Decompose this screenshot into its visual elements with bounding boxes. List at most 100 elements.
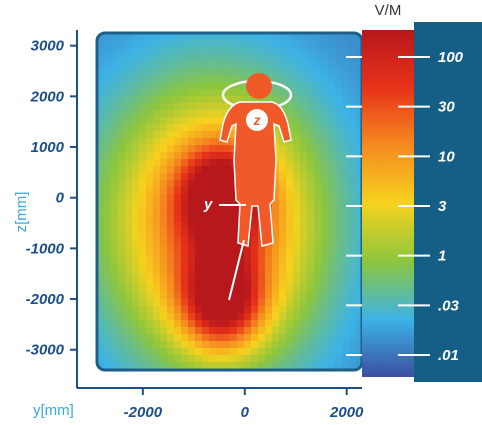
heatmap-cell (321, 166, 329, 174)
heatmap-cell (314, 96, 322, 104)
heatmap-cell (286, 341, 294, 349)
heatmap-cell (328, 82, 336, 90)
heatmap-cell (300, 250, 308, 258)
heatmap-cell (153, 166, 161, 174)
heatmap-cell (272, 33, 280, 41)
heatmap-cell (97, 215, 105, 223)
heatmap-cell (125, 306, 133, 314)
heatmap-cell (139, 159, 147, 167)
heatmap-cell (293, 327, 301, 335)
heatmap-cell (328, 215, 336, 223)
heatmap-cell (286, 250, 294, 258)
heatmap-cell (153, 110, 161, 118)
heatmap-cell (132, 320, 140, 328)
heatmap-cell (321, 110, 329, 118)
heatmap-cell (209, 229, 217, 237)
heatmap-cell (111, 264, 119, 272)
heatmap-cell (223, 33, 231, 41)
heatmap-cell (272, 180, 280, 188)
heatmap-cell (342, 208, 350, 216)
heatmap-cell (146, 306, 154, 314)
heatmap-cell (230, 215, 238, 223)
heatmap-cell (286, 47, 294, 55)
heatmap-cell (146, 173, 154, 181)
heatmap-cell (195, 313, 203, 321)
heatmap-cell (195, 285, 203, 293)
heatmap-cell (167, 89, 175, 97)
heatmap-cell (216, 47, 224, 55)
heatmap-cell (293, 334, 301, 342)
heatmap-cell (342, 166, 350, 174)
heatmap-cell (321, 89, 329, 97)
heatmap-cell (293, 250, 301, 258)
heatmap-cell (216, 110, 224, 118)
heatmap-cell (202, 341, 210, 349)
heatmap-cell (132, 348, 140, 356)
heatmap-cell (342, 124, 350, 132)
heatmap-cell (97, 131, 105, 139)
heatmap-cell (349, 215, 357, 223)
heatmap-cell (167, 355, 175, 363)
heatmap-cell (97, 327, 105, 335)
heatmap-cell (118, 292, 126, 300)
heatmap-cell (153, 285, 161, 293)
heatmap-cell (300, 362, 308, 370)
heatmap-cell (125, 96, 133, 104)
heatmap-cell (321, 292, 329, 300)
heatmap-cell (279, 292, 287, 300)
heatmap-cell (202, 54, 210, 62)
heatmap-cell (230, 271, 238, 279)
heatmap-cell (342, 180, 350, 188)
heatmap-cell (209, 355, 217, 363)
heatmap-cell (111, 103, 119, 111)
heatmap-cell (230, 131, 238, 139)
heatmap-cell (342, 271, 350, 279)
heatmap-cell (258, 96, 266, 104)
heatmap-cell (104, 362, 112, 370)
heatmap-cell (286, 215, 294, 223)
heatmap-cell (195, 75, 203, 83)
heatmap-cell (328, 54, 336, 62)
heatmap-cell (356, 222, 362, 230)
heatmap-cell (181, 124, 189, 132)
heatmap-cell (153, 40, 161, 48)
heatmap-cell (286, 33, 294, 41)
heatmap-cell (195, 341, 203, 349)
heatmap-cell (167, 264, 175, 272)
heatmap-cell (300, 75, 308, 83)
heatmap-cell (342, 33, 350, 41)
heatmap-cell (265, 362, 273, 370)
heatmap-cell (244, 327, 252, 335)
heatmap-cell (223, 362, 231, 370)
heatmap-cell (286, 194, 294, 202)
heatmap-cell (118, 222, 126, 230)
heatmap-cell (237, 327, 245, 335)
heatmap-cell (174, 355, 182, 363)
heatmap-cell (314, 40, 322, 48)
heatmap-cell (335, 75, 343, 83)
heatmap-cell (139, 215, 147, 223)
heatmap-cell (209, 89, 217, 97)
heatmap-cell (293, 285, 301, 293)
heatmap-cell (181, 33, 189, 41)
heatmap-cell (160, 236, 168, 244)
heatmap-cell (321, 299, 329, 307)
heatmap-cell (342, 145, 350, 153)
heatmap-cell (279, 250, 287, 258)
heatmap-cell (216, 236, 224, 244)
heatmap-cell (251, 236, 259, 244)
heatmap-cell (300, 166, 308, 174)
heatmap-cell (335, 96, 343, 104)
heatmap-cell (111, 222, 119, 230)
heatmap-cell (118, 117, 126, 125)
heatmap-cell (209, 334, 217, 342)
heatmap-cell (195, 131, 203, 139)
heatmap-cell (202, 278, 210, 286)
heatmap-cell (153, 47, 161, 55)
heatmap-cell (307, 180, 315, 188)
heatmap-cell (174, 201, 182, 209)
heatmap-cell (160, 264, 168, 272)
heatmap-cell (307, 187, 315, 195)
heatmap-cell (328, 124, 336, 132)
